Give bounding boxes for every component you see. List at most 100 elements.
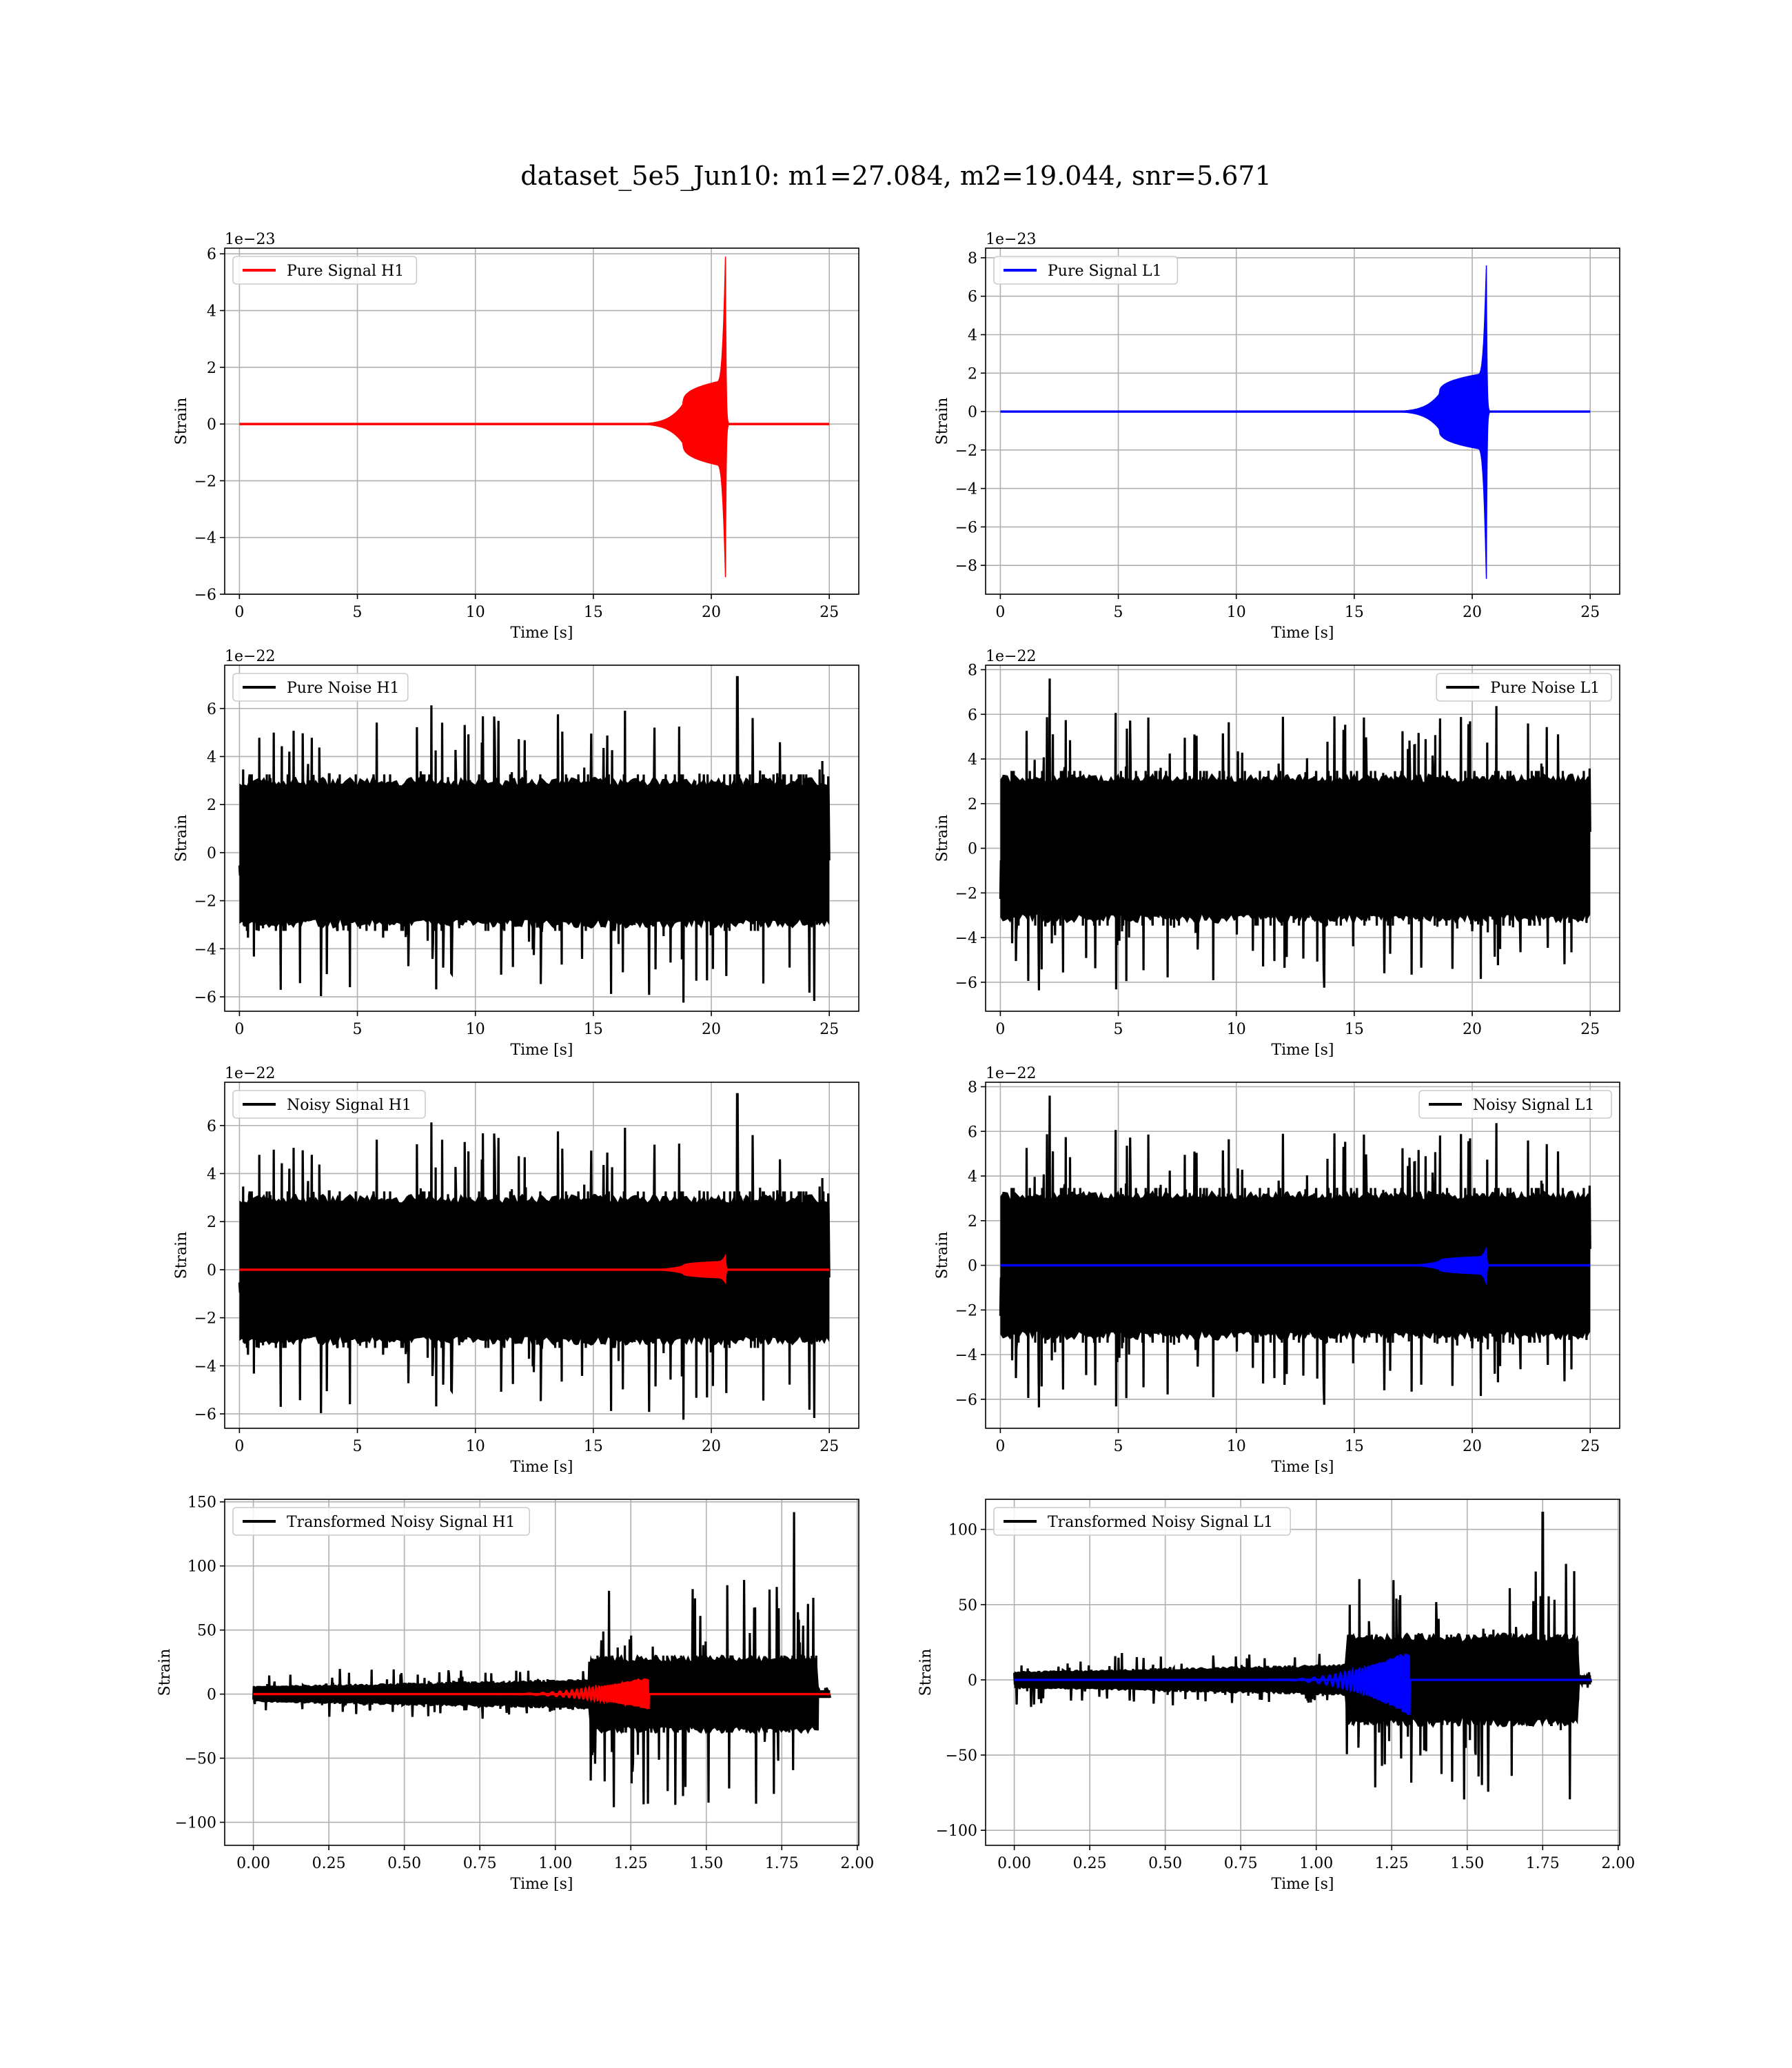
subplot-6: 0 5 10 15 20 25 −6 −4 −2 0 2 4 6 8 Time [s] Strain 1e−22… [934, 1065, 1620, 1476]
legend-box [993, 1507, 1292, 1536]
legend-label: Pure Noise L1 [1490, 680, 1600, 697]
series-2-noisy-signal-l1-envelope [1356, 1247, 1491, 1285]
x-tick-label: 15 [584, 1438, 603, 1455]
x-tick-label: 10 [1227, 604, 1246, 621]
x-tick-label: 0 [995, 1021, 1005, 1038]
y-tick-label: 6 [968, 707, 977, 724]
y-tick-label: −4 [194, 530, 216, 547]
y-tick-label: 2 [207, 1214, 216, 1231]
axes-frame [985, 1082, 1620, 1429]
y-tick-label: 100 [187, 1559, 216, 1576]
axes-frame [224, 665, 859, 1012]
x-tick-label: 15 [1345, 604, 1364, 621]
x-tick-label: 1.50 [689, 1855, 723, 1872]
y-tick-label: −8 [955, 558, 977, 575]
y-tick-label: 0 [207, 1687, 216, 1704]
x-tick-label: 0.00 [236, 1855, 270, 1872]
legend: Noisy Signal H1 [232, 1090, 426, 1119]
x-tick-label: 25 [819, 604, 839, 621]
plot-area [1013, 1512, 1592, 1800]
y-tick-label: −2 [194, 1310, 216, 1328]
y-tick-label: 0 [207, 845, 216, 862]
legend: Transformed Noisy Signal H1 [232, 1507, 531, 1536]
plot-area [238, 676, 831, 1003]
x-tick-label: 5 [1114, 1438, 1123, 1455]
series-2-transformed-noisy-signal-l1-waveform [1271, 1653, 1411, 1715]
plot-area [999, 1095, 1591, 1408]
x-tick-label: 2.00 [840, 1855, 874, 1872]
plot-area [252, 1512, 831, 1807]
x-tick-label: 5 [353, 604, 363, 621]
y-tick-label: 2 [968, 365, 977, 383]
x-tick-label: 0 [995, 604, 1005, 621]
x-axis-label: Time [s] [510, 1459, 573, 1476]
x-tick-label: 10 [466, 1021, 485, 1038]
x-tick-label: 5 [1114, 604, 1123, 621]
x-tick-label: 1.25 [1375, 1855, 1409, 1872]
series-1-pure-noise-l1-band [1000, 773, 1591, 924]
plot-area [999, 678, 1591, 991]
x-axis-label: Time [s] [1271, 1876, 1334, 1893]
x-tick-label: 20 [1463, 1438, 1482, 1455]
series-2-transformed-noisy-signal-h1-waveform [495, 1678, 650, 1710]
series-1-pure-noise-h1-band [239, 776, 830, 929]
legend-box [232, 256, 418, 285]
x-tick-label: 20 [1463, 604, 1482, 621]
y-offset-label: 1e−22 [225, 648, 275, 665]
x-tick-label: 0.75 [463, 1855, 497, 1872]
y-tick-label: 100 [948, 1522, 977, 1539]
subplot-5: 0 5 10 15 20 25 −6 −4 −2 0 2 4 6 Time [s] Strain 1e−22 N… [173, 1065, 859, 1476]
x-tick-label: 10 [466, 1438, 485, 1455]
x-tick-label: 2.00 [1601, 1855, 1635, 1872]
y-tick-label: 2 [968, 796, 977, 813]
y-tick-label: 4 [968, 751, 977, 769]
y-tick-label: −4 [955, 1347, 977, 1364]
y-tick-label: −2 [955, 443, 977, 460]
legend-label: Transformed Noisy Signal L1 [1048, 1514, 1273, 1531]
y-tick-label: 0 [207, 1262, 216, 1279]
x-tick-label: 5 [353, 1021, 363, 1038]
series-1-pure-signal-l1-envelope [1356, 265, 1492, 579]
y-tick-label: 0 [968, 1672, 977, 1690]
y-tick-label: −6 [955, 519, 977, 536]
y-axis-label: Strain [156, 1649, 174, 1696]
x-tick-label: 1.75 [1526, 1855, 1560, 1872]
subplot-8: 0.00 0.25 0.50 0.75 1.00 1.25 1.50 1.75 2.00 −100… [917, 1499, 1635, 1893]
y-tick-label: −6 [194, 587, 216, 604]
y-axis-label: Strain [917, 1649, 935, 1696]
y-tick-label: −6 [955, 1392, 977, 1409]
legend-label: Noisy Signal H1 [287, 1097, 411, 1114]
axes-frame [985, 247, 1620, 595]
y-tick-label: 50 [197, 1623, 216, 1640]
y-tick-label: 4 [207, 1166, 216, 1183]
x-tick-label: 15 [1345, 1438, 1364, 1455]
x-tick-label: 10 [1227, 1438, 1246, 1455]
x-tick-label: 25 [1580, 1438, 1600, 1455]
x-tick-label: 20 [702, 1021, 721, 1038]
x-tick-label: 0 [234, 1021, 244, 1038]
y-axis-label: Strain [934, 1232, 951, 1279]
y-tick-label: 8 [968, 250, 977, 267]
x-tick-label: 0 [234, 1438, 244, 1455]
y-tick-label: −4 [194, 1358, 216, 1375]
y-tick-label: −2 [955, 885, 977, 902]
subplot-4: 0 5 10 15 20 25 −6 −4 −2 0 2 4 6 8 Time [s] Strain 1e−22… [934, 648, 1620, 1059]
subplot-7: 0.00 0.25 0.50 0.75 1.00 1.25 1.50 1.75 2.00 −100… [156, 1494, 874, 1893]
y-tick-label: 2 [968, 1213, 977, 1230]
y-tick-label: 4 [207, 749, 216, 766]
x-tick-label: 1.00 [538, 1855, 572, 1872]
y-tick-label: 2 [207, 797, 216, 814]
y-tick-label: −2 [194, 893, 216, 911]
y-offset-label: 1e−22 [986, 648, 1036, 665]
x-tick-label: 0.00 [997, 1855, 1031, 1872]
subplot-1: 0 5 10 15 20 25 −6 −4 −2 0 2 4 6 Time [s] Strain 1e−23 P… [173, 231, 859, 642]
x-tick-label: 10 [1227, 1021, 1246, 1038]
legend: Pure Noise H1 [232, 673, 409, 702]
y-offset-label: 1e−22 [986, 1065, 1036, 1082]
y-tick-label: −4 [194, 941, 216, 958]
axes-frame [224, 1082, 859, 1429]
plot-area [239, 256, 830, 578]
x-axis-label: Time [s] [1271, 1042, 1334, 1059]
x-tick-label: 1.00 [1299, 1855, 1333, 1872]
